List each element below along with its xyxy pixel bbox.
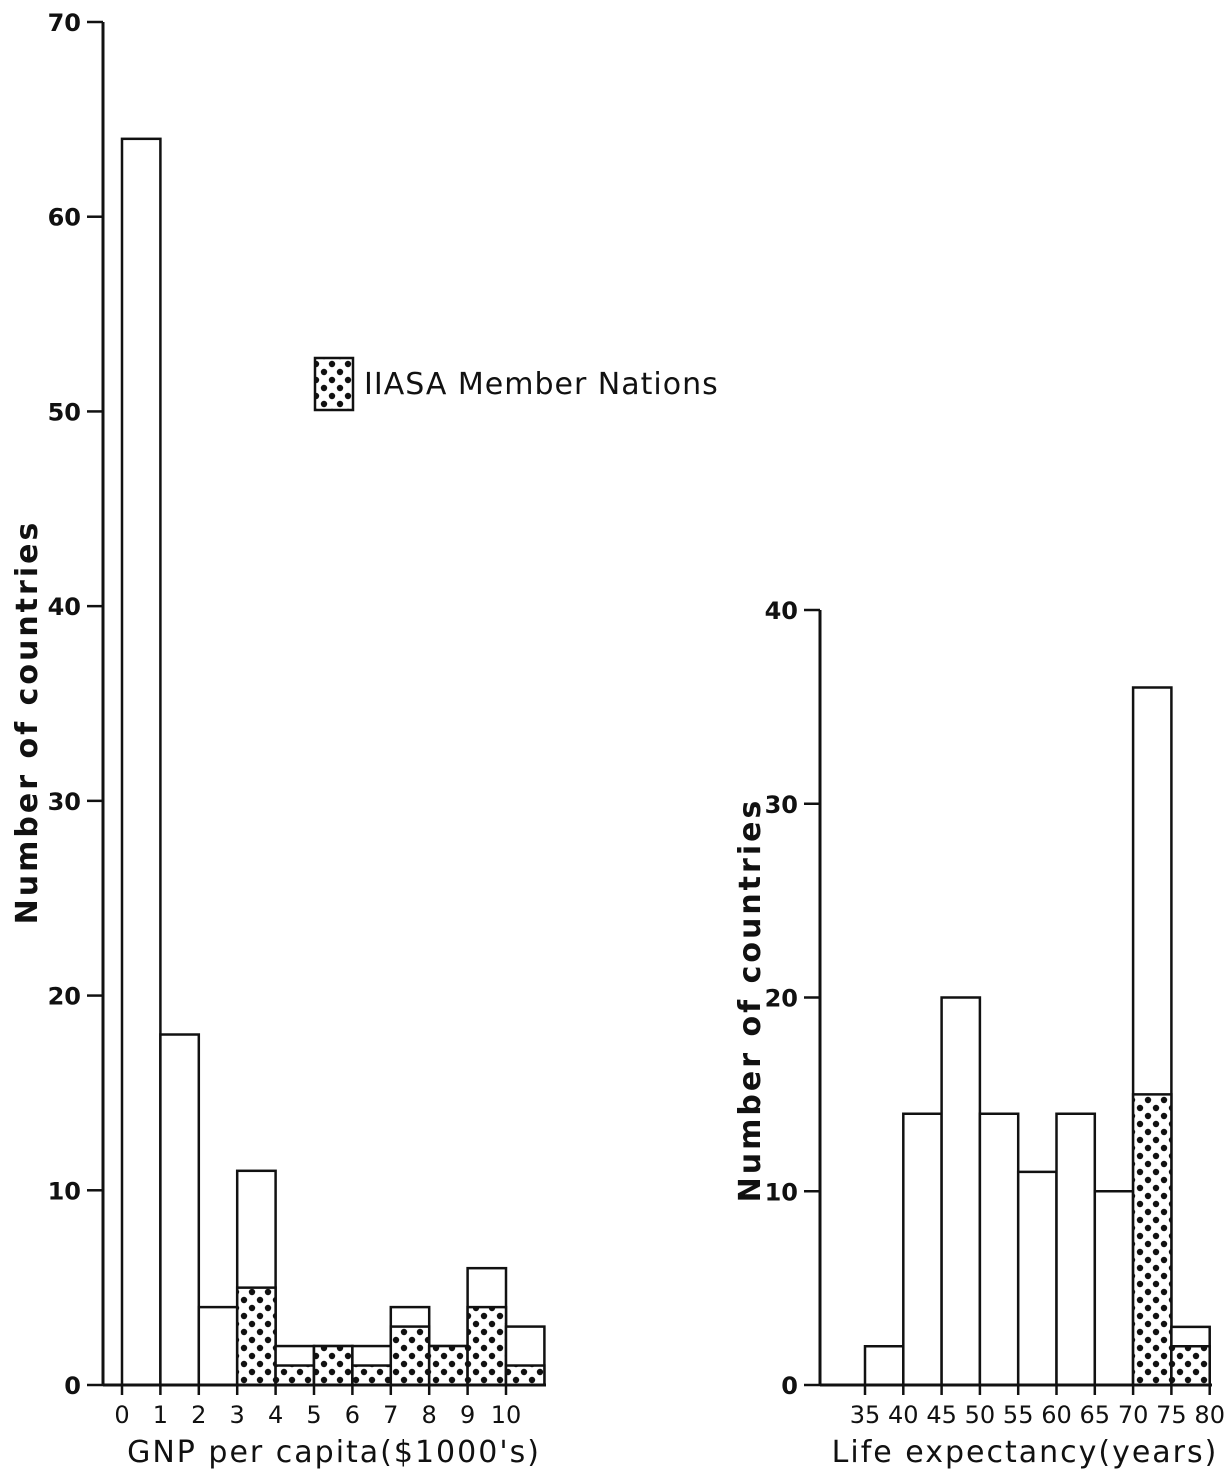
gnp-x-axis-title: GNP per capita($1000's) bbox=[127, 1435, 541, 1470]
gnp-x-tick-label: 3 bbox=[230, 1401, 245, 1429]
gnp-bar-total-0 bbox=[120, 137, 162, 1387]
life-x-tick-label: 35 bbox=[850, 1401, 881, 1429]
gnp-bar-member-7 bbox=[389, 1325, 431, 1387]
life-x-tick-label: 75 bbox=[1156, 1401, 1187, 1429]
gnp-bar-member-3 bbox=[235, 1286, 277, 1387]
legend: IIASA Member Nations bbox=[313, 356, 719, 412]
life-x-tick-label: 60 bbox=[1041, 1401, 1072, 1429]
life-x-tick-label: 55 bbox=[1003, 1401, 1034, 1429]
life-bars bbox=[863, 686, 1211, 1387]
life-y-tick-label: 40 bbox=[765, 597, 798, 625]
life-bar-total-0 bbox=[863, 1345, 905, 1387]
gnp-bar-member-6 bbox=[351, 1364, 393, 1387]
gnp-y-tick-label: 70 bbox=[48, 9, 81, 37]
life-x-ticks: 35 40 45 50 55 60 65 70 75 80 bbox=[850, 1385, 1225, 1429]
gnp-y-tick-label: 20 bbox=[48, 983, 81, 1011]
life-x-tick-label: 80 bbox=[1194, 1401, 1225, 1429]
gnp-y-axis-title: Number of countries bbox=[10, 520, 45, 925]
life-x-tick-label: 70 bbox=[1118, 1401, 1149, 1429]
gnp-x-tick-label: 6 bbox=[345, 1401, 360, 1429]
gnp-y-ticks: 0 10 20 30 40 50 60 70 bbox=[48, 9, 103, 1400]
gnp-bar-member-10 bbox=[504, 1364, 546, 1387]
gnp-x-tick-label: 7 bbox=[383, 1401, 398, 1429]
life-y-ticks: 0 10 20 30 40 bbox=[765, 597, 820, 1400]
gnp-bars bbox=[120, 137, 546, 1387]
life-x-tick-label: 40 bbox=[888, 1401, 919, 1429]
gnp-bar-member-5 bbox=[312, 1344, 354, 1387]
life-bar-total-3 bbox=[978, 1112, 1020, 1387]
life-x-tick-label: 65 bbox=[1080, 1401, 1111, 1429]
gnp-y-tick-label: 40 bbox=[48, 593, 81, 621]
gnp-bar-member-4 bbox=[274, 1364, 316, 1387]
gnp-y-tick-label: 0 bbox=[64, 1372, 81, 1400]
life-x-tick-label: 50 bbox=[965, 1401, 996, 1429]
life-bar-total-2 bbox=[940, 996, 982, 1387]
gnp-x-tick-label: 2 bbox=[191, 1401, 206, 1429]
gnp-x-tick-label: 5 bbox=[306, 1401, 321, 1429]
life-bar-total-1 bbox=[902, 1112, 943, 1387]
life-x-tick-label: 45 bbox=[926, 1401, 957, 1429]
life-y-tick-label: 20 bbox=[765, 985, 798, 1013]
gnp-y-tick-label: 10 bbox=[48, 1177, 81, 1205]
gnp-x-tick-label: 10 bbox=[491, 1401, 522, 1429]
gnp-x-ticks: 0 1 2 3 4 5 6 7 8 9 10 bbox=[114, 1385, 521, 1429]
life-y-tick-label: 30 bbox=[765, 791, 798, 819]
legend-swatch-icon bbox=[313, 356, 355, 412]
life-bar-total-4 bbox=[1016, 1170, 1058, 1387]
gnp-bar-total-2 bbox=[197, 1305, 239, 1387]
life-y-axis-title: Number of countries bbox=[733, 798, 768, 1203]
gnp-bar-member-8 bbox=[427, 1344, 469, 1387]
life-y-tick-label: 10 bbox=[765, 1178, 798, 1206]
gnp-y-tick-label: 50 bbox=[48, 398, 81, 426]
life-bar-total-5 bbox=[1055, 1112, 1097, 1387]
gnp-y-tick-label: 60 bbox=[48, 204, 81, 232]
gnp-x-tick-label: 0 bbox=[114, 1401, 129, 1429]
life-bar-total-6 bbox=[1093, 1190, 1135, 1387]
gnp-x-tick-label: 4 bbox=[268, 1401, 283, 1429]
gnp-x-tick-label: 8 bbox=[422, 1401, 437, 1429]
gnp-bar-total-1 bbox=[159, 1033, 201, 1387]
gnp-y-tick-label: 30 bbox=[48, 788, 81, 816]
life-y-tick-label: 0 bbox=[781, 1372, 798, 1400]
gnp-x-tick-label: 1 bbox=[153, 1401, 168, 1429]
life-bar-member-8 bbox=[1170, 1345, 1211, 1387]
gnp-x-tick-label: 9 bbox=[460, 1401, 475, 1429]
life-bar-member-7 bbox=[1131, 1093, 1173, 1387]
life-x-axis-title: Life expectancy(years) bbox=[832, 1435, 1219, 1470]
gnp-bar-member-9 bbox=[466, 1305, 508, 1387]
legend-label: IIASA Member Nations bbox=[364, 367, 719, 402]
